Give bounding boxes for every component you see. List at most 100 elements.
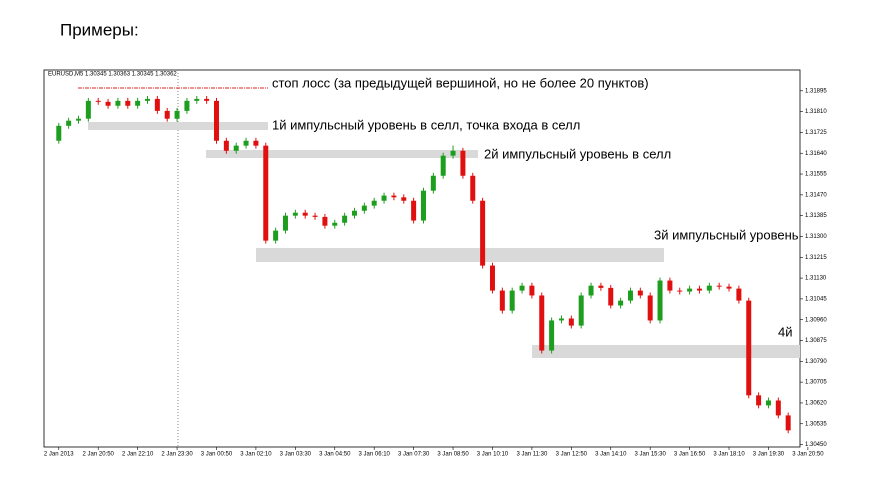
candle-body	[144, 98, 150, 101]
y-tick-label: 1.30960	[805, 317, 827, 323]
candle-body	[775, 400, 781, 416]
candle-body	[154, 98, 160, 111]
candle-body	[164, 110, 170, 119]
x-tick-label: 3 Jan 19:30	[753, 452, 785, 458]
candle-body	[401, 197, 407, 201]
candle-body	[342, 215, 348, 223]
y-tick-label: 1.31130	[805, 276, 827, 282]
candle-body	[529, 285, 535, 296]
candle-body	[440, 155, 446, 176]
candle-body	[430, 175, 436, 191]
y-tick-label: 1.30875	[805, 338, 827, 344]
x-tick-label: 3 Jan 10:10	[477, 452, 509, 458]
candle-body	[706, 285, 712, 291]
candle-body	[56, 125, 62, 141]
candle-body	[253, 140, 259, 146]
candle-body	[105, 101, 111, 106]
x-tick-label: 2 Jan 22:10	[122, 452, 154, 458]
candle-body	[756, 395, 762, 406]
candle-body	[391, 195, 397, 198]
candle-body	[223, 140, 229, 151]
candle-body	[411, 200, 417, 221]
candle-body	[184, 100, 190, 111]
candle-body	[243, 140, 249, 146]
candle-body	[549, 320, 555, 351]
candle-body	[85, 100, 91, 119]
candle-body	[637, 290, 643, 296]
candle-body	[578, 295, 584, 326]
y-tick-label: 1.31300	[805, 234, 827, 240]
candle-body	[716, 285, 722, 287]
candle-body	[618, 300, 624, 306]
y-tick-label: 1.30535	[805, 421, 827, 427]
candle-body	[539, 295, 545, 351]
y-tick-label: 1.31725	[805, 130, 827, 136]
annotation: стоп лосс (за предыдущей вершиной, но не…	[272, 75, 649, 90]
candle-body	[480, 200, 486, 266]
level-band	[256, 248, 664, 262]
y-tick-label: 1.31895	[805, 88, 827, 94]
y-tick-label: 1.30620	[805, 401, 827, 407]
y-tick-label: 1.31385	[805, 213, 827, 219]
candle-body	[558, 318, 564, 321]
level-band	[206, 150, 478, 158]
candle-body	[322, 216, 328, 226]
candle-body	[233, 145, 239, 151]
annotation: 3й импульсный уровень	[654, 227, 799, 242]
y-tick-label: 1.31640	[805, 151, 827, 157]
candle-body	[509, 290, 515, 311]
candle-body	[351, 210, 357, 216]
candle-body	[282, 215, 288, 231]
candle-body	[95, 100, 101, 102]
heading: Примеры:	[60, 20, 139, 39]
candle-body	[460, 150, 466, 176]
x-tick-label: 3 Jan 03:30	[280, 452, 312, 458]
x-tick-label: 2 Jan 2013	[44, 452, 74, 458]
x-tick-label: 2 Jan 20:50	[83, 452, 115, 458]
candle-body	[75, 118, 81, 121]
annotation: 2й импульсный уровень в селл	[484, 146, 671, 161]
candle-body	[361, 205, 367, 211]
candle-body	[194, 98, 200, 101]
candle-body	[420, 190, 426, 221]
candle-body	[726, 286, 732, 289]
x-tick-label: 3 Jan 00:50	[201, 452, 233, 458]
x-tick-label: 3 Jan 06:10	[359, 452, 391, 458]
candle-body	[588, 285, 594, 296]
candle-body	[736, 288, 742, 301]
candle-body	[627, 290, 633, 301]
candle-body	[489, 265, 495, 291]
candle-body	[371, 200, 377, 206]
level-band	[532, 345, 800, 358]
x-tick-label: 3 Jan 16:50	[674, 452, 706, 458]
x-tick-label: 3 Jan 15:30	[635, 452, 667, 458]
candle-body	[66, 120, 72, 126]
candle-body	[608, 287, 614, 306]
candle-body	[657, 280, 663, 321]
candle-body	[667, 280, 673, 291]
x-tick-label: 3 Jan 12:50	[556, 452, 588, 458]
candle-body	[746, 300, 752, 396]
y-tick-label: 1.31045	[805, 296, 827, 302]
candle-body	[263, 145, 269, 241]
level-band	[88, 122, 268, 130]
annotation: 1й импульсный уровень в селл, точка вход…	[272, 117, 580, 132]
candle-body	[598, 285, 604, 288]
annotation: 4й	[778, 324, 793, 339]
candle-body	[677, 290, 683, 292]
x-tick-label: 3 Jan 20:50	[792, 452, 824, 458]
y-tick-label: 1.31810	[805, 109, 827, 115]
candle-body	[647, 295, 653, 321]
candle-body	[519, 285, 525, 291]
candle-body	[470, 175, 476, 201]
y-tick-label: 1.31470	[805, 192, 827, 198]
candle-body	[765, 400, 771, 406]
y-tick-label: 1.30705	[805, 380, 827, 386]
x-tick-label: 2 Jan 23:30	[161, 452, 193, 458]
candle-body	[499, 290, 505, 311]
candle-body	[568, 318, 574, 326]
candle-body	[312, 215, 318, 217]
x-tick-label: 3 Jan 14:10	[595, 452, 627, 458]
candle-body	[273, 230, 279, 241]
